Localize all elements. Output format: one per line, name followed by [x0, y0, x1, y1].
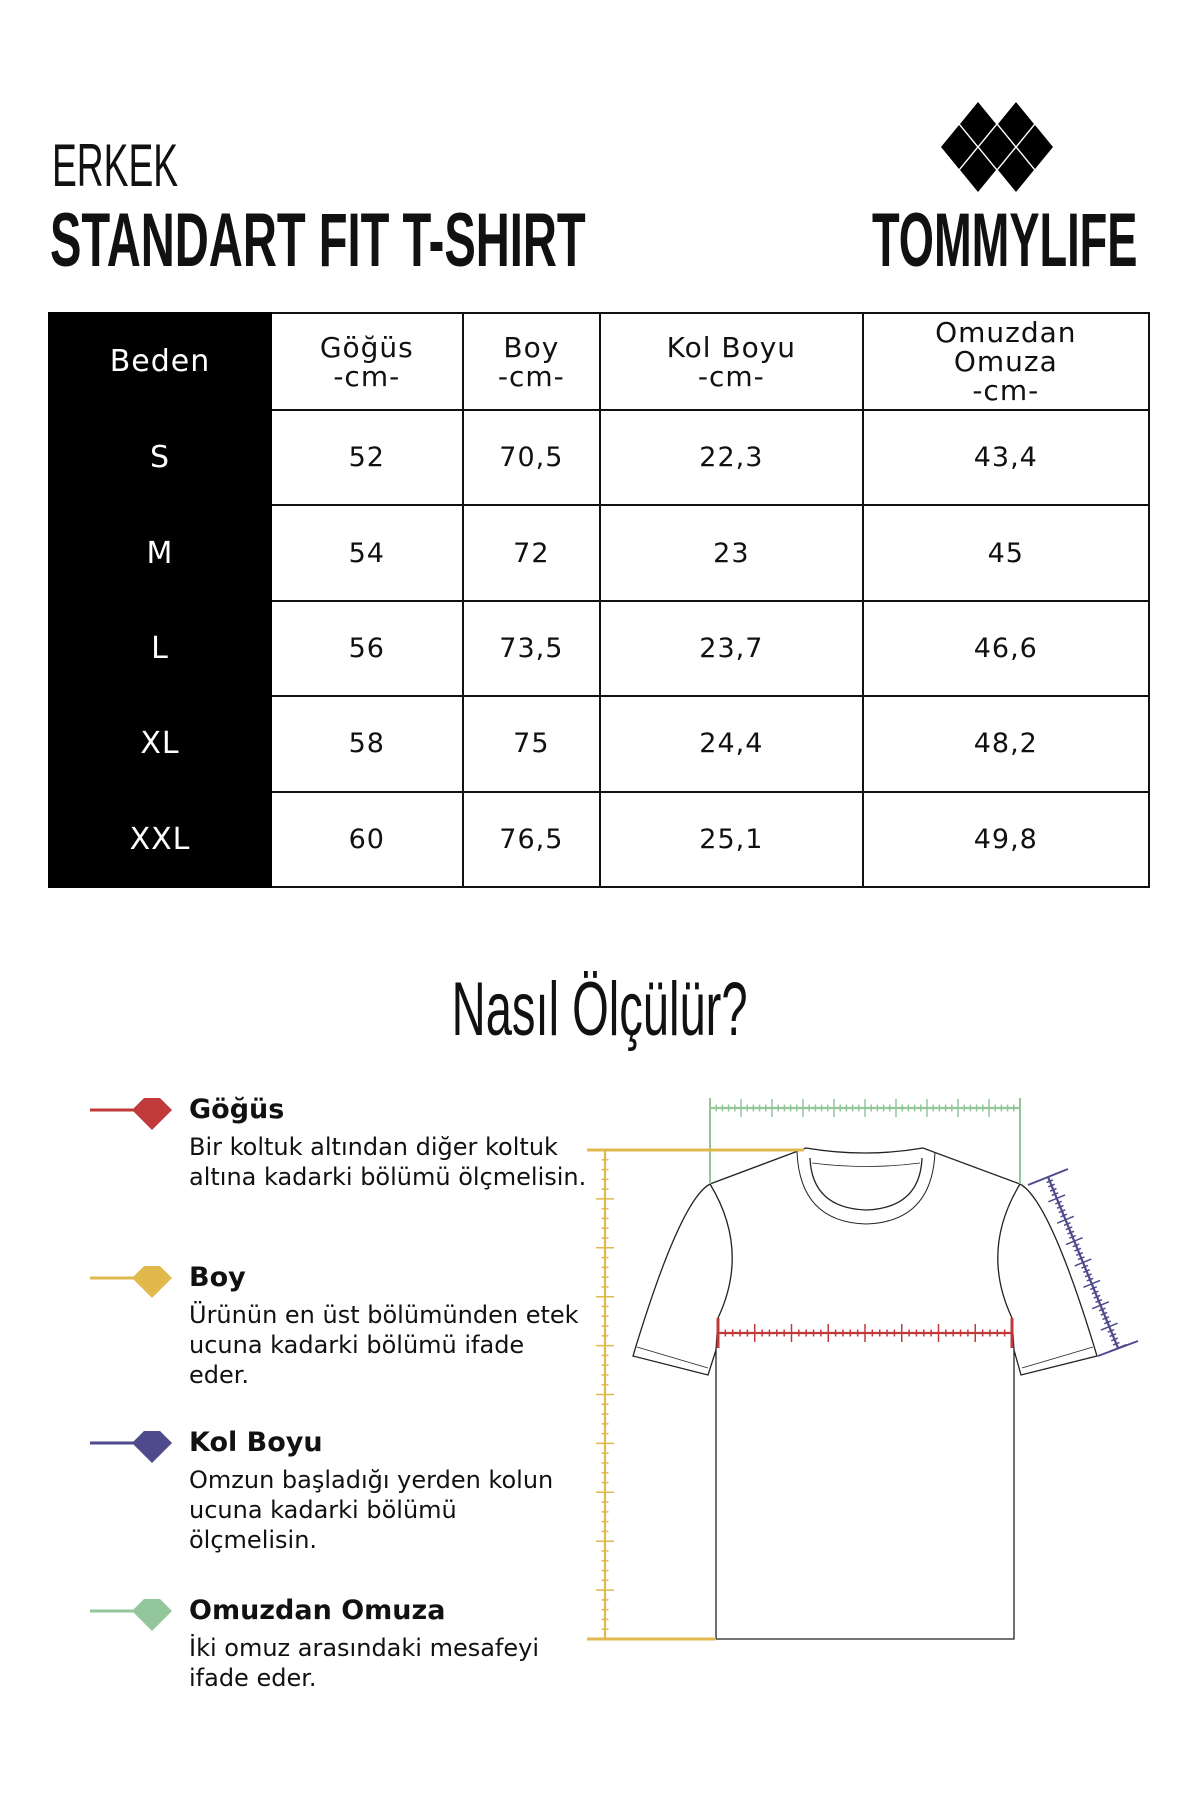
size-cell: XXL [48, 790, 272, 888]
subtitle: ERKEK [52, 132, 179, 199]
sleeve-ruler-tick [1047, 1183, 1056, 1188]
table-row: XL 58 75 24,4 48,2 [48, 695, 1151, 793]
measure-cell: 49,8 [861, 790, 1151, 888]
measure-cell: 24,4 [599, 695, 864, 793]
measure-cell: 52 [270, 408, 464, 507]
how-to-measure-title: Nasıl Ölçülür? [452, 967, 748, 1052]
diamond-marker-icon [90, 1266, 172, 1298]
legend-description: Ürünün en üst bölümünden etek ucuna kada… [189, 1301, 579, 1389]
sleeve-ruler-tick [1102, 1316, 1110, 1321]
sleeve-ruler-tick [1049, 1187, 1057, 1192]
size-cell: XL [48, 695, 272, 793]
sleeve-ruler-tick [1093, 1294, 1101, 1299]
legend-description: İki omuz arasındaki mesafeyi ifade eder. [189, 1634, 540, 1692]
sleeve-cap [1097, 1340, 1139, 1357]
measure-cell: 60 [270, 790, 464, 888]
legend-title: Boy [189, 1262, 246, 1293]
size-table: Beden Göğüs -cm- Boy -cm- Kol Boyu -cm- Omuz… [48, 312, 1151, 888]
measure-cell: 75 [461, 695, 602, 793]
sleeve-ruler-tick [1081, 1264, 1089, 1269]
column-header: Omuzdan Omuza -cm- [861, 312, 1151, 411]
sleeve-ruler-tick [1082, 1269, 1091, 1274]
table-row: M 54 72 23 45 [48, 504, 1151, 602]
brand-name: TOMMYLIFE [872, 198, 1138, 283]
sleeve-ruler-tick [1074, 1258, 1092, 1267]
sleeve-ruler-tick [1089, 1286, 1098, 1291]
sleeve-ruler-tick [1112, 1341, 1120, 1346]
sleeve-ruler-tick [1065, 1237, 1083, 1246]
tshirt-outline [632, 1147, 1098, 1640]
size-cell: S [48, 408, 272, 507]
sleeve-ruler-tick [1058, 1209, 1066, 1214]
diamond-marker-icon [90, 1098, 172, 1130]
sleeve-ruler-tick [1098, 1307, 1106, 1312]
measure-cell: 48,2 [861, 695, 1151, 793]
measure-cell: 45 [861, 504, 1151, 602]
measure-cell: 73,5 [461, 599, 602, 698]
sleeve-ruler-tick [1048, 1194, 1066, 1203]
column-header: Boy -cm- [461, 312, 602, 411]
measure-cell: 72 [461, 504, 602, 602]
table-row: S 52 70,5 22,3 43,4 [48, 408, 1151, 507]
sleeve-ruler-tick [1100, 1311, 1108, 1316]
measure-cell: 43,4 [861, 408, 1151, 507]
sleeve-ruler-tick [1107, 1328, 1115, 1333]
sleeve-ruler-tick [1072, 1243, 1080, 1248]
sleeve-ruler-tick [1051, 1192, 1059, 1197]
measure-cell: 70,5 [461, 408, 602, 507]
legend-title: Kol Boyu [189, 1427, 323, 1458]
legend-title: Omuzdan Omuza [189, 1595, 446, 1626]
size-cell: L [48, 599, 272, 698]
sleeve-ruler-tick [1103, 1320, 1112, 1325]
sleeve-cap [1027, 1168, 1069, 1186]
sleeve-ruler-tick [1100, 1322, 1118, 1331]
table-row: L 56 73,5 23,7 46,6 [48, 599, 1151, 698]
legend-description: Omzun başladığı yerden kolun ucuna kadar… [189, 1466, 554, 1554]
sleeve-ruler-tick [1063, 1222, 1071, 1227]
sleeve-ruler-tick [1095, 1298, 1103, 1303]
diamond-marker-icon [90, 1431, 172, 1463]
measure-cell: 46,6 [861, 599, 1151, 698]
diamond-cluster-logo-icon [941, 102, 1053, 192]
column-header: Kol Boyu -cm- [599, 312, 864, 411]
diamond-marker-icon [90, 1599, 172, 1631]
sleeve-ruler-tick [1065, 1226, 1073, 1231]
column-header: Göğüs -cm- [270, 312, 464, 411]
sleeve-ruler-tick [1077, 1256, 1085, 1261]
measure-cell: 25,1 [599, 790, 864, 888]
sleeve-ruler-tick [1091, 1290, 1099, 1295]
sleeve-ruler-tick [1056, 1204, 1064, 1209]
legend-title: Göğüs [189, 1094, 285, 1125]
sleeve-ruler-tick [1091, 1301, 1110, 1310]
sleeve-ruler-tick [1086, 1277, 1094, 1282]
legend-description: Bir koltuk altından diğer koltuk altına … [189, 1133, 587, 1191]
sleeve-ruler-tick [1068, 1234, 1077, 1239]
sleeve-ruler-tick [1110, 1337, 1119, 1342]
measure-cell: 58 [270, 695, 464, 793]
sleeve-ruler-tick [1056, 1215, 1075, 1224]
sleeve-ruler-tick [1084, 1273, 1092, 1278]
sleeve-ruler-tick [1083, 1279, 1101, 1288]
page-title: STANDART FIT T-SHIRT [50, 198, 586, 283]
measure-cell: 23 [599, 504, 864, 602]
table-row: XXL 60 76,5 25,1 49,8 [48, 790, 1151, 888]
sleeve-ruler-tick [1075, 1251, 1084, 1256]
measure-cell: 23,7 [599, 599, 864, 698]
measure-cell: 76,5 [461, 790, 602, 888]
measure-cell: 22,3 [599, 408, 864, 507]
sleeve-ruler-tick [1046, 1179, 1054, 1184]
measure-cell: 54 [270, 504, 464, 602]
column-header: Beden [48, 312, 272, 411]
sleeve-ruler-tick [1067, 1230, 1075, 1235]
sleeve-ruler-tick [1060, 1213, 1068, 1218]
sleeve-ruler-tick [1054, 1200, 1063, 1205]
measure-cell: 56 [270, 599, 464, 698]
size-cell: M [48, 504, 272, 602]
sleeve-ruler-tick [1074, 1247, 1082, 1252]
sleeve-ruler-tick [1109, 1333, 1117, 1338]
